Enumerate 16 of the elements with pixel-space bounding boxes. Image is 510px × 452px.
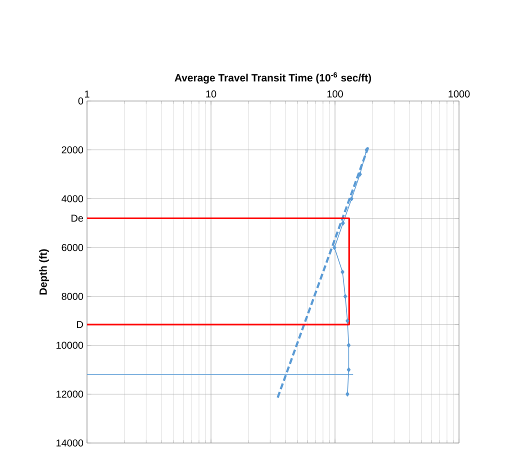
x-tick-label: 10 bbox=[206, 90, 216, 98]
x-tick-label: 100 bbox=[327, 90, 343, 98]
y-tick-label: 0 bbox=[78, 97, 84, 105]
y-tick-label: 6000 bbox=[62, 244, 84, 252]
y-axis-title: Depth (ft) bbox=[39, 249, 49, 295]
y-tick-label: 14000 bbox=[56, 439, 84, 447]
y-tick-label: De bbox=[72, 214, 84, 222]
y-tick-label: 2000 bbox=[62, 146, 84, 154]
y-tick-label: 4000 bbox=[62, 195, 84, 202]
y-tick-label: 10000 bbox=[56, 342, 84, 349]
y-tick-label: D bbox=[77, 321, 84, 328]
x-axis-title: Average Travel Transit Time (10$^{-6}$ sec/ft) bbox=[174, 72, 372, 84]
y-tick-label: 12000 bbox=[56, 390, 84, 398]
x-tick-label: 1000 bbox=[448, 90, 470, 98]
x-tick-label: 1 bbox=[84, 90, 90, 98]
y-tick-label: 8000 bbox=[62, 292, 84, 300]
